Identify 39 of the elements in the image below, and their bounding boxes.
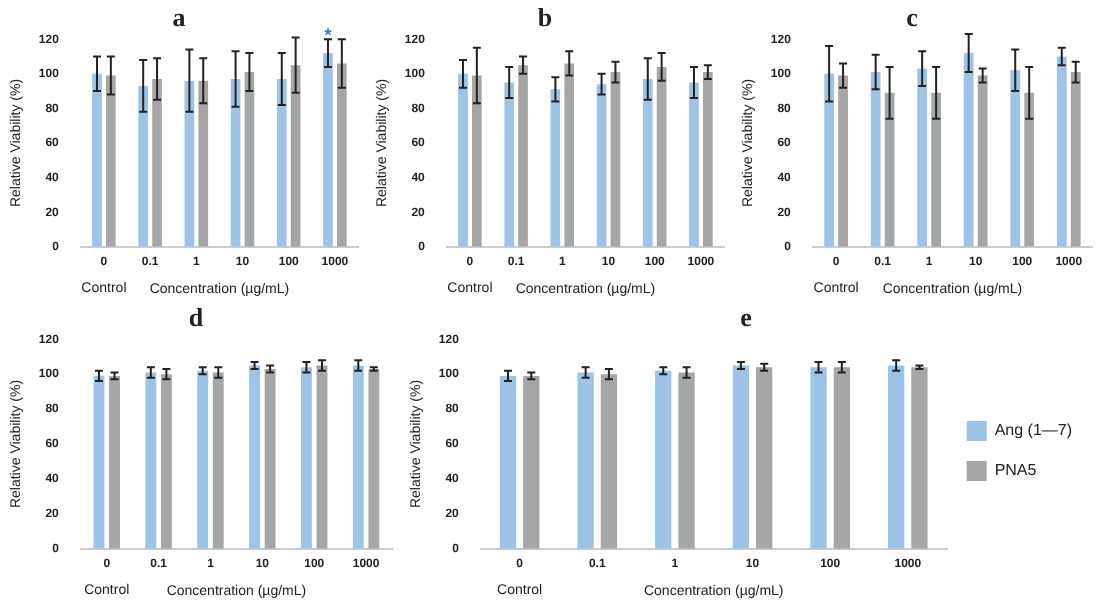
bar xyxy=(504,82,515,247)
chart-title: d xyxy=(188,302,205,333)
bar xyxy=(138,85,149,247)
bar xyxy=(917,68,928,247)
bar xyxy=(596,84,607,247)
bar xyxy=(92,73,102,247)
bar xyxy=(458,73,468,247)
bar xyxy=(931,92,942,247)
bar xyxy=(152,78,162,247)
bar xyxy=(1024,92,1035,247)
bar xyxy=(276,78,287,247)
bar xyxy=(642,78,653,247)
bar xyxy=(977,75,988,247)
annotation: * xyxy=(324,25,333,46)
legend-label: Ang (1—7) xyxy=(994,421,1073,440)
bar xyxy=(610,72,621,247)
bar xyxy=(1056,56,1067,247)
bar xyxy=(336,63,347,247)
bar xyxy=(656,66,667,247)
chart-title: c xyxy=(906,2,919,33)
bar xyxy=(1010,70,1021,247)
chart-title: a xyxy=(172,2,187,33)
chart-title: b xyxy=(537,2,553,33)
legend-label: PNA5 xyxy=(994,461,1038,480)
bar xyxy=(564,63,575,247)
bar xyxy=(1070,72,1081,247)
bar xyxy=(472,75,482,247)
bar xyxy=(518,65,528,247)
bar xyxy=(702,72,713,247)
bar xyxy=(106,75,116,247)
bar xyxy=(550,89,561,247)
bar xyxy=(323,53,333,247)
bar xyxy=(824,73,834,247)
chart-title: e xyxy=(740,302,753,333)
bar xyxy=(963,53,974,247)
bar xyxy=(689,82,699,247)
bar xyxy=(870,72,881,247)
bar xyxy=(838,75,848,247)
bar xyxy=(198,80,209,247)
